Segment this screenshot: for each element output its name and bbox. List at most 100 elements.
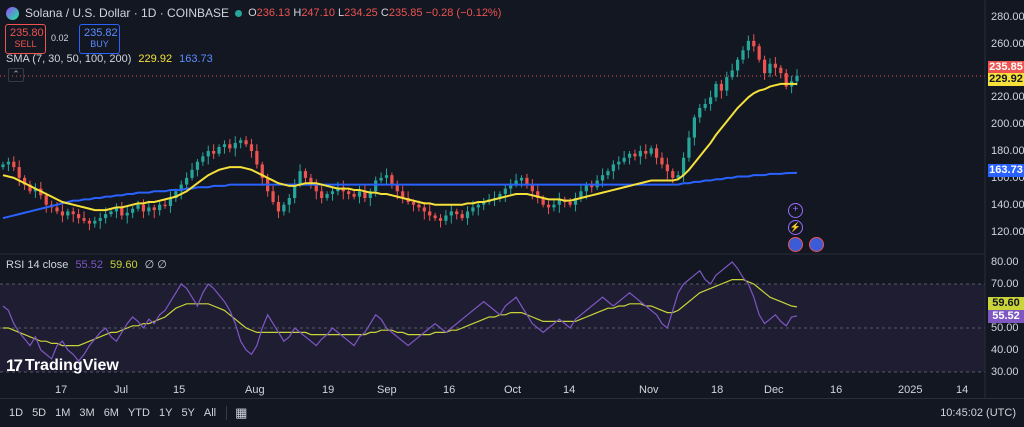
- spread-value: 0.02: [51, 33, 69, 43]
- candle-body: [271, 191, 275, 203]
- price-tick-label: 220.00: [991, 91, 1024, 104]
- timeframe-button[interactable]: All: [203, 407, 217, 419]
- candle-body: [136, 204, 140, 209]
- candle-body: [498, 193, 502, 198]
- candle-body: [217, 146, 221, 154]
- candle-body: [233, 142, 237, 149]
- candle-body: [1, 164, 5, 168]
- candle-body: [22, 177, 27, 185]
- timeframe-button[interactable]: 1D: [9, 407, 24, 419]
- time-tick-label: Aug: [245, 384, 265, 396]
- time-tick-label: 14: [563, 384, 576, 396]
- candle-body: [125, 212, 129, 216]
- candle-body: [303, 171, 308, 178]
- tradingview-logo-icon: 17: [6, 356, 23, 375]
- candle-body: [390, 175, 394, 185]
- symbol-icon[interactable]: [6, 6, 19, 20]
- candle-body: [692, 117, 696, 138]
- candle-body: [708, 97, 713, 104]
- candle-body: [638, 151, 642, 157]
- candle-body: [168, 198, 173, 207]
- candle-body: [606, 171, 610, 176]
- collapse-legend-button[interactable]: ⌃: [8, 68, 24, 82]
- candle-body: [249, 144, 254, 151]
- candle-body: [401, 191, 405, 198]
- symbol-legend: Solana / U.S. Dollar · 1D · COINBASE O23…: [6, 6, 501, 20]
- event-us-flag-icon[interactable]: [809, 237, 824, 252]
- timeframe-button[interactable]: 3M: [79, 407, 95, 419]
- candle-body: [676, 175, 680, 178]
- candle-body: [714, 83, 718, 98]
- timeframe-button[interactable]: YTD: [127, 407, 150, 419]
- candle-body: [698, 108, 702, 118]
- timeframe-button[interactable]: 1Y: [158, 407, 173, 419]
- time-tick-label: Dec: [764, 384, 784, 396]
- rsi-legend[interactable]: RSI 14 close 55.52 59.60 ∅ ∅: [6, 258, 167, 271]
- timeframe-button[interactable]: 5D: [32, 407, 47, 419]
- timeframe-button[interactable]: 5Y: [181, 407, 195, 419]
- candle-body: [395, 184, 399, 192]
- symbol-title[interactable]: Solana / U.S. Dollar · 1D · COINBASE: [25, 6, 230, 20]
- candle-body: [330, 191, 335, 194]
- candle-body: [514, 180, 518, 185]
- candle-body: [77, 214, 81, 219]
- event-us-flag-icon[interactable]: [788, 237, 803, 252]
- candle-body: [93, 220, 97, 224]
- event-plus-icon[interactable]: +: [788, 203, 803, 218]
- rsi-line: [2, 261, 798, 362]
- candle-body: [428, 211, 432, 216]
- candle-body: [98, 218, 102, 221]
- candle-body: [314, 184, 318, 192]
- candle-body: [573, 198, 578, 205]
- timeframe-button[interactable]: 6M: [103, 407, 119, 419]
- price-tick-label: 260.00: [991, 37, 1024, 50]
- candle-body: [244, 140, 248, 145]
- divider: [226, 406, 228, 420]
- date-range-icon[interactable]: ▦: [235, 405, 248, 420]
- candle-body: [222, 144, 227, 147]
- time-tick-label: 16: [830, 384, 843, 396]
- candle-body: [114, 207, 119, 212]
- candle-body: [71, 211, 75, 215]
- rsi-tick-label: 80.00: [991, 256, 1019, 268]
- candle-body: [190, 169, 194, 178]
- buy-button[interactable]: 235.82 BUY: [79, 24, 120, 54]
- candle-body: [411, 202, 416, 205]
- candle-body: [141, 204, 146, 212]
- timeframe-button[interactable]: 1M: [55, 407, 71, 419]
- candle-body: [671, 171, 675, 178]
- candle-body: [276, 202, 281, 212]
- candle-body: [746, 40, 750, 51]
- candle-body: [87, 220, 92, 224]
- time-tick-label: Nov: [639, 384, 659, 396]
- candle-body: [433, 215, 437, 219]
- time-tick-label: 18: [711, 384, 724, 396]
- high-value: 247.10: [301, 7, 335, 19]
- sma-legend[interactable]: SMA (7, 30, 50, 100, 200) 229.92 163.73: [6, 53, 213, 65]
- price-tick-label: 200.00: [991, 118, 1024, 131]
- candle-body: [255, 151, 259, 165]
- event-lightning-icon[interactable]: ⚡: [788, 220, 803, 235]
- candle-body: [260, 164, 264, 178]
- rsi-tick-label: 40.00: [991, 344, 1019, 356]
- candle-body: [752, 40, 756, 47]
- candle-body: [33, 188, 38, 192]
- candle-body: [44, 195, 48, 205]
- time-tick-label: Sep: [377, 384, 397, 396]
- rsi-ma-value: 59.60: [110, 259, 138, 271]
- sell-button[interactable]: 235.80 SELL: [5, 24, 46, 54]
- ohlc-values: O236.13 H247.10 L234.25 C235.85 −0.28 (−…: [248, 7, 502, 19]
- price-tick-label: 280.00: [991, 10, 1024, 23]
- candle-body: [552, 204, 556, 208]
- tradingview-logo[interactable]: 17 TradingView: [6, 356, 119, 376]
- clock[interactable]: 10:45:02 (UTC): [940, 407, 1016, 419]
- candle-body: [6, 161, 11, 165]
- candle-body: [347, 191, 351, 194]
- candle-body: [568, 202, 572, 205]
- candle-body: [530, 184, 534, 192]
- candle-body: [649, 148, 653, 154]
- candle-body: [228, 144, 232, 149]
- bottom-toolbar: 1D 5D 1M 3M 6M YTD 1Y 5Y All ▦ 10:45:02 (UTC): [0, 398, 1024, 427]
- sma-fast-line: [2, 82, 798, 212]
